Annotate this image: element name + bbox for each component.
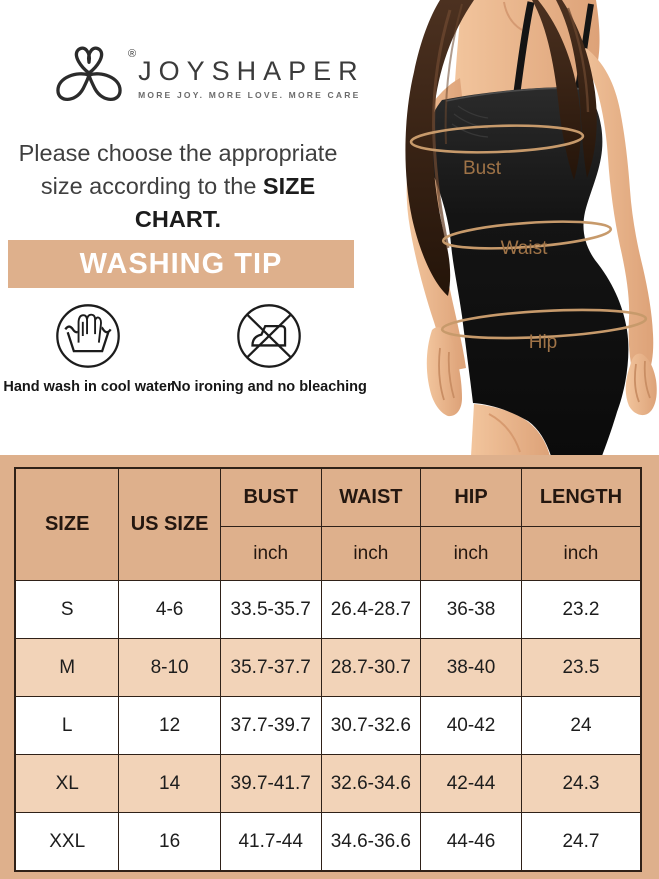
- table-row-xl: XL 14 39.7-41.7 32.6-34.6 42-44 24.3: [14, 754, 642, 813]
- waist-cell: 32.6-34.6: [320, 754, 422, 813]
- brand-logo: ® JOYSHAPER MORE JOY. MORE LOVE. MORE CA…: [52, 42, 365, 108]
- waist-cell: 28.7-30.7: [320, 638, 422, 697]
- length-cell: 23.5: [520, 638, 642, 697]
- hip-measure-line: [440, 308, 648, 340]
- bust-cell: 39.7-41.7: [219, 754, 322, 813]
- model-left-hand: [625, 353, 657, 416]
- length-cell: 24.3: [520, 754, 642, 813]
- hip-cell: 38-40: [420, 638, 522, 697]
- length-cell: 23.2: [520, 580, 642, 639]
- hip-cell: 40-42: [420, 696, 522, 755]
- no-iron-label: No ironing and no bleaching: [171, 379, 367, 395]
- us-size-cell: 8-10: [118, 638, 221, 697]
- model-thigh: [471, 404, 550, 456]
- model-illustration: Bust Waist Hip: [405, 0, 657, 456]
- col-header-size: SIZE: [14, 467, 120, 581]
- size-cell: XL: [14, 754, 120, 813]
- brand-tagline: MORE JOY. MORE LOVE. MORE CARE: [138, 90, 361, 100]
- hip-cell: 36-38: [420, 580, 522, 639]
- bust-cell: 33.5-35.7: [219, 580, 322, 639]
- washing-tip-no-iron: No ironing and no bleaching: [171, 302, 367, 395]
- size-cell: L: [14, 696, 120, 755]
- table-row-l: L 12 37.7-39.7 30.7-32.6 40-42 24: [14, 696, 642, 755]
- us-size-cell: 12: [118, 696, 221, 755]
- us-size-cell: 14: [118, 754, 221, 813]
- col-header-bust: BUST: [219, 467, 322, 527]
- model-hair-left: [405, 0, 474, 296]
- hand-wash-icon: [56, 304, 120, 368]
- unit-cell-hip: inch: [420, 526, 522, 581]
- bust-cell: 35.7-37.7: [219, 638, 322, 697]
- registered-mark: ®: [128, 48, 137, 60]
- unit-cell-bust: inch: [219, 526, 322, 581]
- us-size-cell: 16: [118, 812, 221, 872]
- hip-label: Hip: [529, 332, 558, 353]
- size-cell: XXL: [14, 812, 120, 872]
- size-cell: M: [14, 638, 120, 697]
- table-row-xxl: XXL 16 41.7-44 34.6-36.6 44-46 24.7: [14, 812, 642, 872]
- table-row-s: S 4-6 33.5-35.7 26.4-28.7 36-38 23.2: [14, 580, 642, 639]
- col-header-waist: WAIST: [320, 467, 422, 527]
- bust-measure-line: [409, 124, 585, 154]
- washing-tip-banner: WASHING TIP: [8, 240, 354, 288]
- size-advice-line2: size according to the: [40, 173, 263, 199]
- col-header-length: LENGTH: [520, 467, 642, 527]
- header-row-1: SIZE US SIZE BUST WAIST HIP LENGTH: [14, 467, 642, 581]
- washing-tip-hand-wash: Hand wash in cool water: [0, 302, 176, 395]
- header-row-units: inch inch inch inch: [15, 526, 642, 581]
- size-chart-section: SIZE US SIZE BUST WAIST HIP LENGTH inch …: [0, 455, 659, 879]
- shapewear-dress: [427, 87, 629, 456]
- brand-name: JOYSHAPER: [138, 56, 365, 86]
- waist-cell: 26.4-28.7: [320, 580, 422, 639]
- unit-cell-length: inch: [520, 526, 642, 581]
- hip-cell: 42-44: [420, 754, 522, 813]
- bust-label: Bust: [463, 158, 502, 179]
- measurement-lines: [409, 124, 648, 340]
- model-hair-right: [532, 0, 581, 180]
- us-size-cell: 4-6: [118, 580, 221, 639]
- model-left-arm: [574, 48, 654, 374]
- unit-cell-waist: inch: [320, 526, 422, 581]
- waist-cell: 34.6-36.6: [320, 812, 422, 872]
- waist-cell: 30.7-32.6: [320, 696, 422, 755]
- hip-cell: 44-46: [420, 812, 522, 872]
- size-chart-table: SIZE US SIZE BUST WAIST HIP LENGTH inch …: [14, 467, 642, 872]
- hand-wash-label: Hand wash in cool water: [3, 379, 173, 395]
- col-header-us-size: US SIZE: [118, 467, 221, 581]
- size-cell: S: [14, 580, 120, 639]
- size-advice-line1: Please choose the appropriate: [18, 140, 338, 166]
- size-advice-text: Please choose the appropriate size accor…: [0, 137, 356, 236]
- waist-label: Waist: [501, 238, 549, 259]
- bust-cell: 37.7-39.7: [219, 696, 322, 755]
- model-photo: Bust Waist Hip: [354, 0, 659, 456]
- butterfly-logo-icon: [56, 46, 122, 102]
- length-cell: 24.7: [520, 812, 642, 872]
- bust-cell: 41.7-44: [219, 812, 322, 872]
- size-chart-emphasis: SIZE CHART.: [134, 173, 316, 232]
- length-cell: 24: [520, 696, 642, 755]
- dress-strap-left: [513, 1, 535, 93]
- table-row-m: M 8-10 35.7-37.7 28.7-30.7 38-40 23.5: [14, 638, 642, 697]
- no-iron-icon: [237, 304, 301, 368]
- col-header-hip: HIP: [420, 467, 522, 527]
- waist-measure-line: [441, 220, 613, 250]
- washing-tips: Hand wash in cool water No ironing and n…: [0, 302, 367, 395]
